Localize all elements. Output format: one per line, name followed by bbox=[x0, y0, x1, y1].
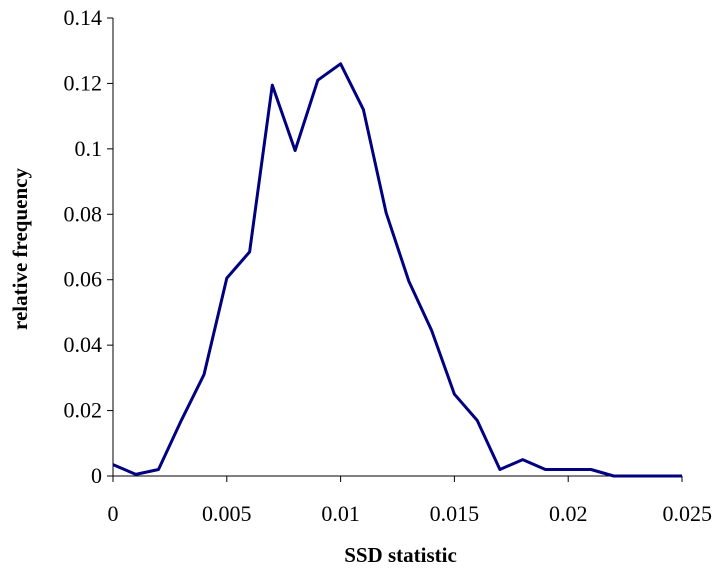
x-tick-label: 0.025 bbox=[663, 501, 713, 526]
y-tick-label: 0.12 bbox=[64, 70, 103, 95]
series-line-0 bbox=[112, 62, 682, 478]
y-tick-label: 0.04 bbox=[64, 332, 103, 357]
x-tick-label: 0.02 bbox=[549, 501, 588, 526]
y-tick-label: 0.08 bbox=[64, 201, 103, 226]
y-tick-label: 0.14 bbox=[64, 5, 103, 30]
x-tick-label: 0.01 bbox=[321, 501, 360, 526]
y-axis-title: relative frequency bbox=[8, 168, 32, 330]
y-tick-label: 0 bbox=[91, 463, 102, 488]
y-tick-label: 0.1 bbox=[75, 136, 103, 161]
x-tick-label: 0.015 bbox=[430, 501, 480, 526]
x-axis-title: SSD statistic bbox=[344, 543, 457, 567]
x-tick-label: 0.005 bbox=[202, 501, 252, 526]
x-tick-label: 0 bbox=[108, 501, 119, 526]
series-layer bbox=[112, 62, 682, 478]
x-axis: 0 0.005 0.01 0.015 0.02 0.025 bbox=[108, 475, 713, 526]
y-axis: 0 0.02 0.04 0.06 0.08 0.1 0.12 0.14 bbox=[64, 5, 114, 488]
y-tick-label: 0.02 bbox=[64, 398, 103, 423]
y-tick-label: 0.06 bbox=[64, 267, 103, 292]
